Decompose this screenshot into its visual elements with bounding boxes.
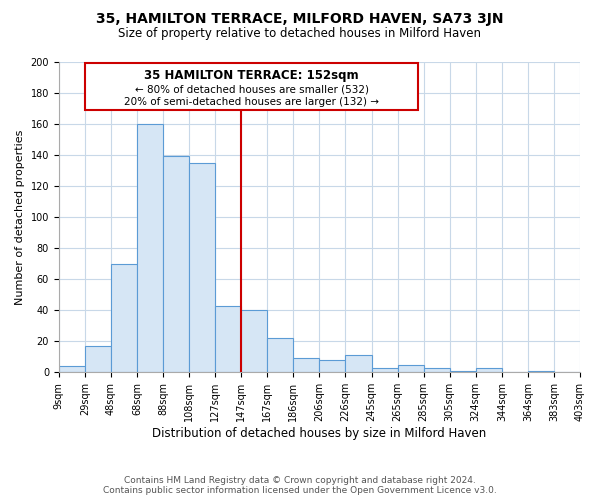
Text: 35 HAMILTON TERRACE: 152sqm: 35 HAMILTON TERRACE: 152sqm (145, 70, 359, 82)
Text: Size of property relative to detached houses in Milford Haven: Size of property relative to detached ho… (119, 28, 482, 40)
Text: 35, HAMILTON TERRACE, MILFORD HAVEN, SA73 3JN: 35, HAMILTON TERRACE, MILFORD HAVEN, SA7… (96, 12, 504, 26)
Bar (241, 310, 267, 372)
Bar (528, 371, 554, 372)
Bar (293, 358, 319, 372)
Bar (371, 368, 398, 372)
Bar (424, 368, 449, 372)
Bar (476, 368, 502, 372)
Bar (111, 264, 137, 372)
Bar (346, 356, 371, 372)
Bar (267, 338, 293, 372)
Bar (449, 371, 476, 372)
Text: Contains HM Land Registry data © Crown copyright and database right 2024.
Contai: Contains HM Land Registry data © Crown c… (103, 476, 497, 495)
Text: 20% of semi-detached houses are larger (132) →: 20% of semi-detached houses are larger (… (124, 97, 379, 107)
Bar (189, 162, 215, 372)
Bar (163, 156, 189, 372)
Text: ← 80% of detached houses are smaller (532): ← 80% of detached houses are smaller (53… (134, 85, 368, 95)
FancyBboxPatch shape (85, 63, 418, 110)
Bar (398, 364, 424, 372)
Y-axis label: Number of detached properties: Number of detached properties (15, 129, 25, 304)
Bar (319, 360, 346, 372)
Bar (85, 346, 111, 372)
Bar (137, 124, 163, 372)
Bar (215, 306, 241, 372)
X-axis label: Distribution of detached houses by size in Milford Haven: Distribution of detached houses by size … (152, 427, 487, 440)
Bar (59, 366, 85, 372)
